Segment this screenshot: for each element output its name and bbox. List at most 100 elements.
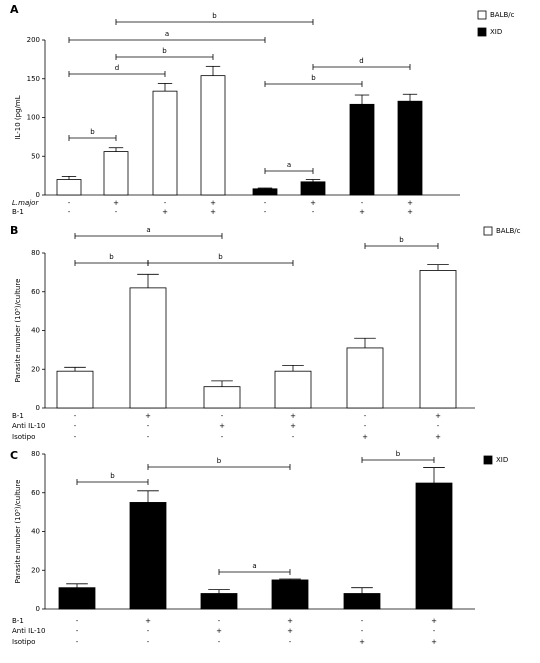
- row-label: Anti IL-10: [12, 422, 45, 430]
- row-value: -: [221, 433, 224, 441]
- row-value: -: [74, 433, 77, 441]
- row-value: -: [361, 199, 364, 207]
- row-value: +: [216, 627, 222, 635]
- row-value: +: [359, 208, 365, 216]
- bar: [200, 593, 238, 610]
- row-value: +: [287, 627, 293, 635]
- legend-swatch: [483, 455, 493, 465]
- bar: [346, 347, 384, 409]
- significance-label: d: [359, 57, 363, 65]
- panel-label: C: [10, 449, 18, 462]
- row-value: +: [407, 208, 413, 216]
- legend-swatch: [477, 27, 487, 37]
- y-axis-label: Parasite number (10⁵)/culture: [14, 279, 22, 383]
- row-value: -: [115, 208, 118, 216]
- y-tick-label: 20: [31, 365, 40, 373]
- row-label: L.major: [12, 199, 39, 207]
- significance-label: a: [146, 226, 150, 234]
- row-value: -: [361, 627, 364, 635]
- row-value: +: [145, 412, 151, 420]
- row-label: B-1: [12, 208, 24, 216]
- significance-label: b: [109, 253, 114, 261]
- bar: [415, 482, 453, 610]
- row-value: -: [76, 638, 79, 646]
- bar: [129, 502, 167, 610]
- bar: [203, 386, 241, 409]
- significance-label: d: [115, 64, 119, 72]
- bar: [271, 579, 309, 610]
- panel-label: A: [10, 3, 19, 16]
- row-value: -: [264, 208, 267, 216]
- row-label: Isotipo: [12, 433, 35, 441]
- row-value: +: [431, 617, 437, 625]
- row-value: -: [264, 199, 267, 207]
- row-label: Isotipo: [12, 638, 35, 646]
- row-value: -: [292, 433, 295, 441]
- row-value: +: [287, 617, 293, 625]
- significance-label: b: [311, 74, 316, 82]
- bar: [129, 287, 167, 409]
- legend-swatch: [477, 10, 487, 20]
- row-value: -: [218, 638, 221, 646]
- significance-label: b: [218, 253, 223, 261]
- legend-label: XID: [490, 28, 502, 36]
- row-value: +: [290, 412, 296, 420]
- row-value: +: [162, 208, 168, 216]
- row-value: -: [164, 199, 167, 207]
- row-value: +: [435, 433, 441, 441]
- legend-label: BALB/c: [496, 227, 521, 235]
- row-value: -: [147, 422, 150, 430]
- bar: [419, 270, 457, 409]
- panel-label: B: [10, 224, 18, 237]
- y-tick-label: 80: [31, 450, 40, 458]
- row-value: -: [74, 422, 77, 430]
- row-label: B-1: [12, 617, 24, 625]
- row-value: +: [310, 199, 316, 207]
- row-value: +: [407, 199, 413, 207]
- significance-label: a: [165, 30, 169, 38]
- row-value: +: [210, 208, 216, 216]
- row-value: -: [147, 627, 150, 635]
- row-value: -: [74, 412, 77, 420]
- significance-label: b: [399, 236, 404, 244]
- legend-swatch: [483, 226, 493, 236]
- bar: [300, 181, 326, 196]
- significance-label: b: [90, 128, 95, 136]
- significance-label: b: [217, 457, 222, 465]
- row-value: -: [147, 433, 150, 441]
- row-value: +: [290, 422, 296, 430]
- bar: [397, 100, 423, 196]
- row-label: Anti IL-10: [12, 627, 45, 635]
- y-tick-label: 40: [31, 327, 40, 335]
- y-tick-label: 0: [36, 191, 40, 199]
- row-value: -: [68, 208, 71, 216]
- bar: [152, 90, 178, 196]
- y-tick-label: 100: [27, 114, 40, 122]
- row-value: -: [147, 638, 150, 646]
- y-tick-label: 40: [31, 528, 40, 536]
- bar: [200, 75, 226, 196]
- row-value: -: [76, 627, 79, 635]
- bar: [103, 151, 129, 196]
- row-value: +: [359, 638, 365, 646]
- y-tick-label: 0: [36, 404, 40, 412]
- row-value: -: [361, 617, 364, 625]
- y-axis-label: Parasite number (10⁵)/culture: [14, 480, 22, 584]
- row-value: +: [113, 199, 119, 207]
- bar: [274, 370, 312, 409]
- significance-label: b: [110, 472, 115, 480]
- row-value: +: [362, 433, 368, 441]
- row-value: -: [289, 638, 292, 646]
- bar: [252, 188, 278, 196]
- y-tick-label: 60: [31, 489, 40, 497]
- row-value: +: [145, 617, 151, 625]
- y-tick-label: 200: [27, 36, 40, 44]
- significance-label: b: [396, 450, 401, 458]
- significance-label: b: [162, 47, 167, 55]
- row-value: -: [221, 412, 224, 420]
- y-tick-label: 150: [27, 75, 40, 83]
- significance-label: a: [287, 161, 291, 169]
- y-tick-label: 0: [36, 605, 40, 613]
- legend-label: BALB/c: [490, 11, 515, 19]
- row-value: +: [431, 638, 437, 646]
